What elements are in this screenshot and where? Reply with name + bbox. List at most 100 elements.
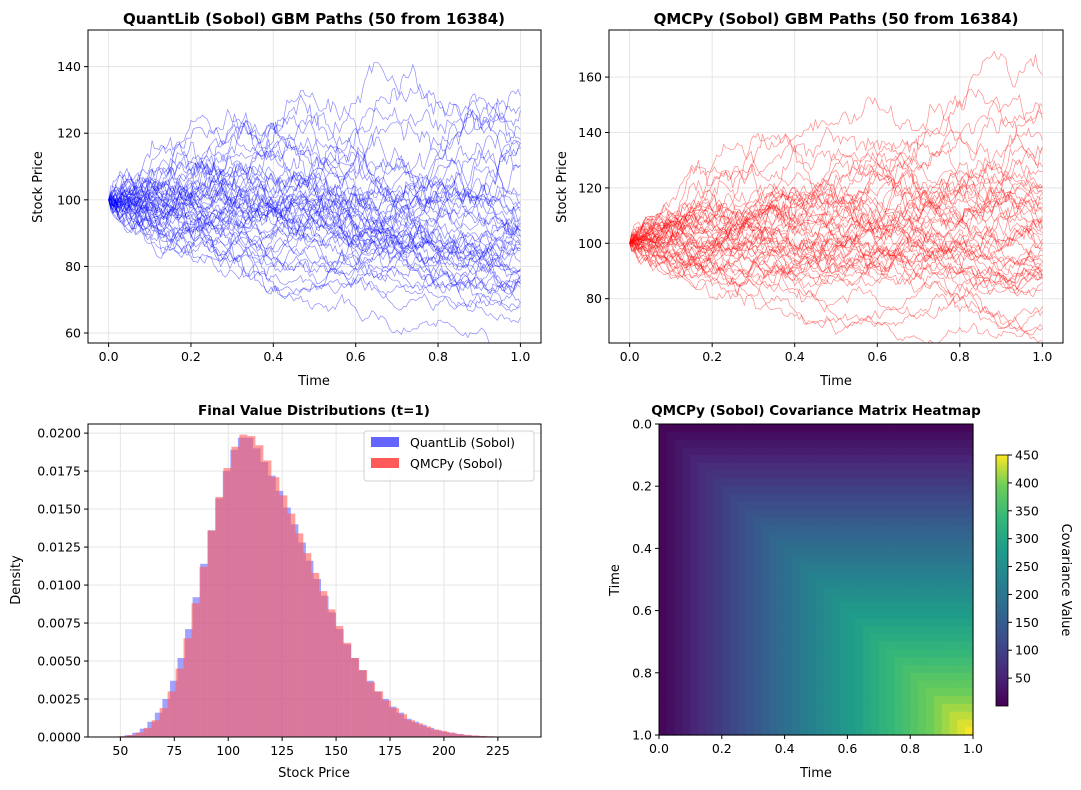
heatmap-cell (666, 649, 676, 658)
heatmap-cell (910, 478, 919, 487)
heatmap-cell (949, 579, 958, 588)
heatmap-cell (863, 665, 872, 674)
heatmap-cell (855, 595, 864, 604)
heatmap-cell (666, 462, 676, 472)
heatmap-cell (659, 470, 668, 480)
heatmap-cell (949, 641, 958, 651)
heatmap-cell (941, 595, 951, 604)
heatmap-cell (808, 688, 817, 697)
heatmap-cell (768, 493, 778, 503)
heatmap-cell (706, 548, 715, 557)
gbm-path-line (108, 175, 521, 287)
heatmap-cell (839, 431, 848, 441)
heatmap-cell (949, 626, 958, 635)
heatmap-cell (682, 501, 691, 511)
heatmap-cell (761, 633, 770, 643)
gbm-path-line (108, 93, 521, 210)
heatmap-cell (910, 540, 919, 550)
heatmap-cell (753, 672, 762, 682)
x-tick-label: 1.0 (1032, 349, 1052, 364)
heatmap-cell (902, 571, 911, 581)
heatmap-cell (745, 540, 754, 550)
heatmap-cell (823, 486, 833, 495)
heatmap-cell (839, 727, 848, 736)
heatmap-cell (706, 657, 715, 666)
heatmap-cell (949, 657, 958, 666)
heatmap-cell (918, 509, 927, 518)
heatmap-cell (792, 618, 801, 627)
heatmap-cell (698, 633, 707, 643)
histogram-bar-qmcpy (231, 446, 240, 737)
heatmap-cell (674, 633, 684, 643)
heatmap-cell (855, 556, 864, 565)
heatmap-cell (863, 525, 872, 534)
heatmap-cell (737, 672, 746, 682)
heatmap-cell (965, 633, 974, 643)
heatmap-cell (761, 719, 770, 728)
heatmap-cell (659, 509, 668, 518)
heatmap-cell (745, 657, 754, 666)
heatmap-cell (690, 478, 699, 487)
heatmap-cell (941, 540, 951, 550)
heatmap-cell (816, 548, 825, 557)
heatmap-cell (941, 462, 951, 472)
histogram-bars (109, 434, 511, 737)
heatmap-cell (721, 680, 731, 689)
gbm-path-line (629, 154, 1043, 244)
quantlib-chart-title: QuantLib (Sobol) GBM Paths (50 from 1638… (123, 10, 505, 28)
heatmap-cell (729, 509, 739, 518)
heatmap-cell (776, 579, 786, 588)
heatmap-cell (698, 688, 707, 697)
heatmap-cell (682, 556, 691, 565)
heatmap-cell (863, 563, 872, 573)
heatmap-cell (847, 641, 856, 651)
heatmap-cell (886, 727, 896, 736)
heatmap-cell (666, 556, 676, 565)
heatmap-cell (682, 439, 691, 448)
heatmap-cell (957, 610, 966, 619)
heatmap-cell (745, 727, 754, 736)
heatmap-cell (659, 641, 668, 651)
heatmap-cell (776, 517, 786, 526)
heatmap-cell (784, 641, 794, 651)
heatmap-cell (965, 548, 974, 557)
heatmap-cell (918, 719, 927, 728)
heatmap-cell (729, 719, 739, 728)
heatmap-cell (682, 509, 691, 518)
heatmap-cell (902, 431, 911, 441)
heatmap-cell (957, 439, 966, 448)
covariance-heatmap: QMCPy (Sobol) Covariance Matrix Heatmap … (608, 403, 1073, 781)
heatmap-cell (682, 688, 691, 697)
heatmap-cell (816, 711, 825, 721)
heatmap-cell (941, 447, 951, 456)
heatmap-cell (761, 641, 770, 651)
histogram-bar-qmcpy (454, 733, 463, 737)
heatmap-cell (847, 439, 856, 448)
heatmap-cell (965, 532, 974, 542)
heatmap-cell (800, 727, 809, 736)
heatmap-cell (768, 509, 778, 518)
heatmap-cell (745, 517, 754, 526)
heatmap-cell (918, 579, 927, 588)
heatmap-cell (925, 470, 935, 480)
heatmap-cell (863, 680, 872, 689)
heatmap-cell (706, 618, 715, 627)
histogram-bar-qmcpy (375, 691, 384, 737)
heatmap-cell (800, 540, 809, 550)
heatmap-cell (706, 626, 715, 635)
heatmap-cell (855, 688, 864, 697)
heatmap-cell (855, 540, 864, 550)
heatmap-cell (823, 602, 833, 612)
heatmap-cell (698, 696, 707, 705)
heatmap-cell (823, 610, 833, 619)
heatmap-cell (894, 727, 903, 736)
heatmap-cell (800, 680, 809, 689)
heatmap-cell (713, 424, 723, 433)
heatmap-cell (855, 439, 864, 448)
heatmap-cell (666, 672, 676, 682)
heatmap-cell (792, 587, 801, 596)
heatmap-cell (847, 501, 856, 511)
heatmap-cell (698, 703, 707, 713)
y-tick-label: 140 (57, 59, 81, 74)
heatmap-cell (800, 563, 809, 573)
